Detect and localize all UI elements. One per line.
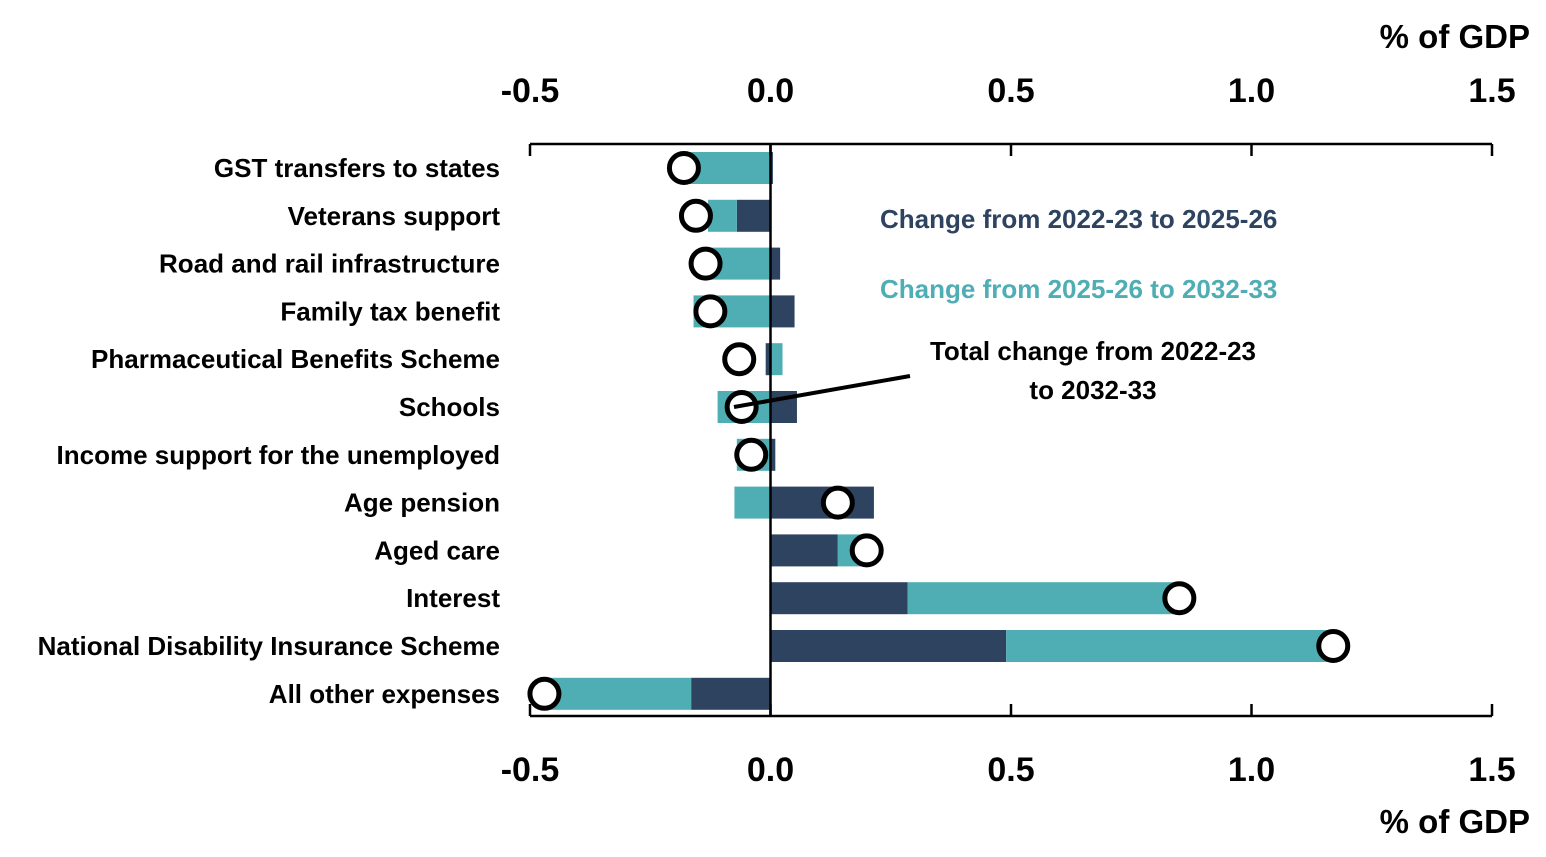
annotation-line-2: to 2032-33 [1029, 375, 1156, 405]
bar-aged-care-series-1 [770, 534, 838, 567]
total-marker-gst-transfers-to-states [666, 151, 701, 185]
category-label-veterans-support: Veterans support [288, 201, 501, 231]
bar-income-support-for-the-unemployed-series-1 [770, 438, 776, 471]
category-label-income-support-for-the-unemployed: Income support for the unemployed [57, 440, 500, 470]
bar-national-disability-insurance-scheme-series-1 [770, 630, 1007, 662]
x-axis-unit-label-top: % of GDP [1380, 18, 1530, 55]
bar-interest-series-1 [770, 582, 908, 615]
x-tick-label-bottom: 1.0 [1228, 751, 1275, 789]
axes-layer [528, 142, 1494, 718]
category-label-national-disability-insurance-scheme: National Disability Insurance Scheme [38, 631, 500, 661]
total-marker-age-pension [820, 485, 855, 520]
total-marker-national-disability-insurance-scheme [1316, 629, 1351, 663]
tick-labels-layer: -0.5 0.0 0.5 1.0 1.5 -0.5 0.0 0.5 1.0 1.5 [501, 72, 1516, 789]
bar-road-and-rail-infrastructure-series-1 [770, 247, 781, 280]
bar-national-disability-insurance-scheme-series-2 [1006, 630, 1334, 662]
total-marker-all-other-expenses [527, 676, 562, 711]
annotation-line-1: Total change from 2022-23 [930, 336, 1256, 366]
x-tick-label-bottom: -0.5 [501, 751, 560, 789]
annotation: Total change from 2022-23 to 2032-33 [733, 336, 1256, 409]
legend: Change from 2022-23 to 2025-26 Change fr… [880, 204, 1277, 304]
category-labels-layer: GST transfers to states Veterans support R… [38, 153, 501, 709]
annotation-leader-line [733, 374, 911, 409]
x-tick-label-top: 0.0 [747, 72, 794, 110]
total-marker-pharmaceutical-benefits-scheme [722, 342, 757, 377]
bar-family-tax-benefit-series-1 [770, 295, 795, 328]
category-label-all-other-expenses: All other expenses [269, 679, 500, 709]
category-label-gst-transfers-to-states: GST transfers to states [214, 153, 500, 183]
category-label-aged-care: Aged care [374, 535, 500, 565]
total-marker-family-tax-benefit [693, 294, 728, 329]
category-label-pharmaceutical-benefits-scheme: Pharmaceutical Benefits Scheme [91, 344, 500, 374]
total-marker-interest [1162, 581, 1197, 616]
x-tick-label-top: 1.5 [1468, 72, 1515, 110]
category-label-age-pension: Age pension [344, 488, 500, 518]
bars-layer [542, 152, 1334, 710]
bar-interest-series-2 [907, 582, 1180, 615]
x-tick-label-bottom: 0.5 [987, 751, 1034, 789]
bar-all-other-expenses-series-2 [542, 677, 692, 710]
category-label-interest: Interest [406, 583, 500, 613]
x-tick-label-top: 0.5 [987, 72, 1034, 110]
bar-veterans-support-series-1 [736, 199, 771, 232]
x-tick-label-top: -0.5 [501, 72, 560, 110]
total-marker-road-and-rail-infrastructure [688, 246, 723, 281]
bar-pharmaceutical-benefits-scheme-series-2 [770, 343, 783, 376]
bar-all-other-expenses-series-1 [691, 677, 771, 710]
bar-pharmaceutical-benefits-scheme-series-1 [765, 343, 771, 376]
bar-age-pension-series-2 [734, 486, 771, 519]
legend-entry-2022-to-2025: Change from 2022-23 to 2025-26 [880, 204, 1277, 234]
total-marker-aged-care [849, 533, 884, 568]
total-marker-veterans-support [678, 198, 713, 233]
total-marker-income-support-for-the-unemployed [734, 437, 769, 472]
x-axis-unit-label-bottom: % of GDP [1380, 803, 1530, 840]
total-markers-layer [527, 151, 1351, 711]
category-label-family-tax-benefit: Family tax benefit [280, 296, 500, 326]
category-label-schools: Schools [399, 392, 500, 422]
x-tick-label-bottom: 0.0 [747, 751, 794, 789]
x-tick-label-bottom: 1.5 [1468, 751, 1515, 789]
x-tick-label-top: 1.0 [1228, 72, 1275, 110]
legend-entry-2025-to-2032: Change from 2025-26 to 2032-33 [880, 274, 1277, 304]
category-label-road-and-rail-infrastructure: Road and rail infrastructure [159, 249, 500, 279]
